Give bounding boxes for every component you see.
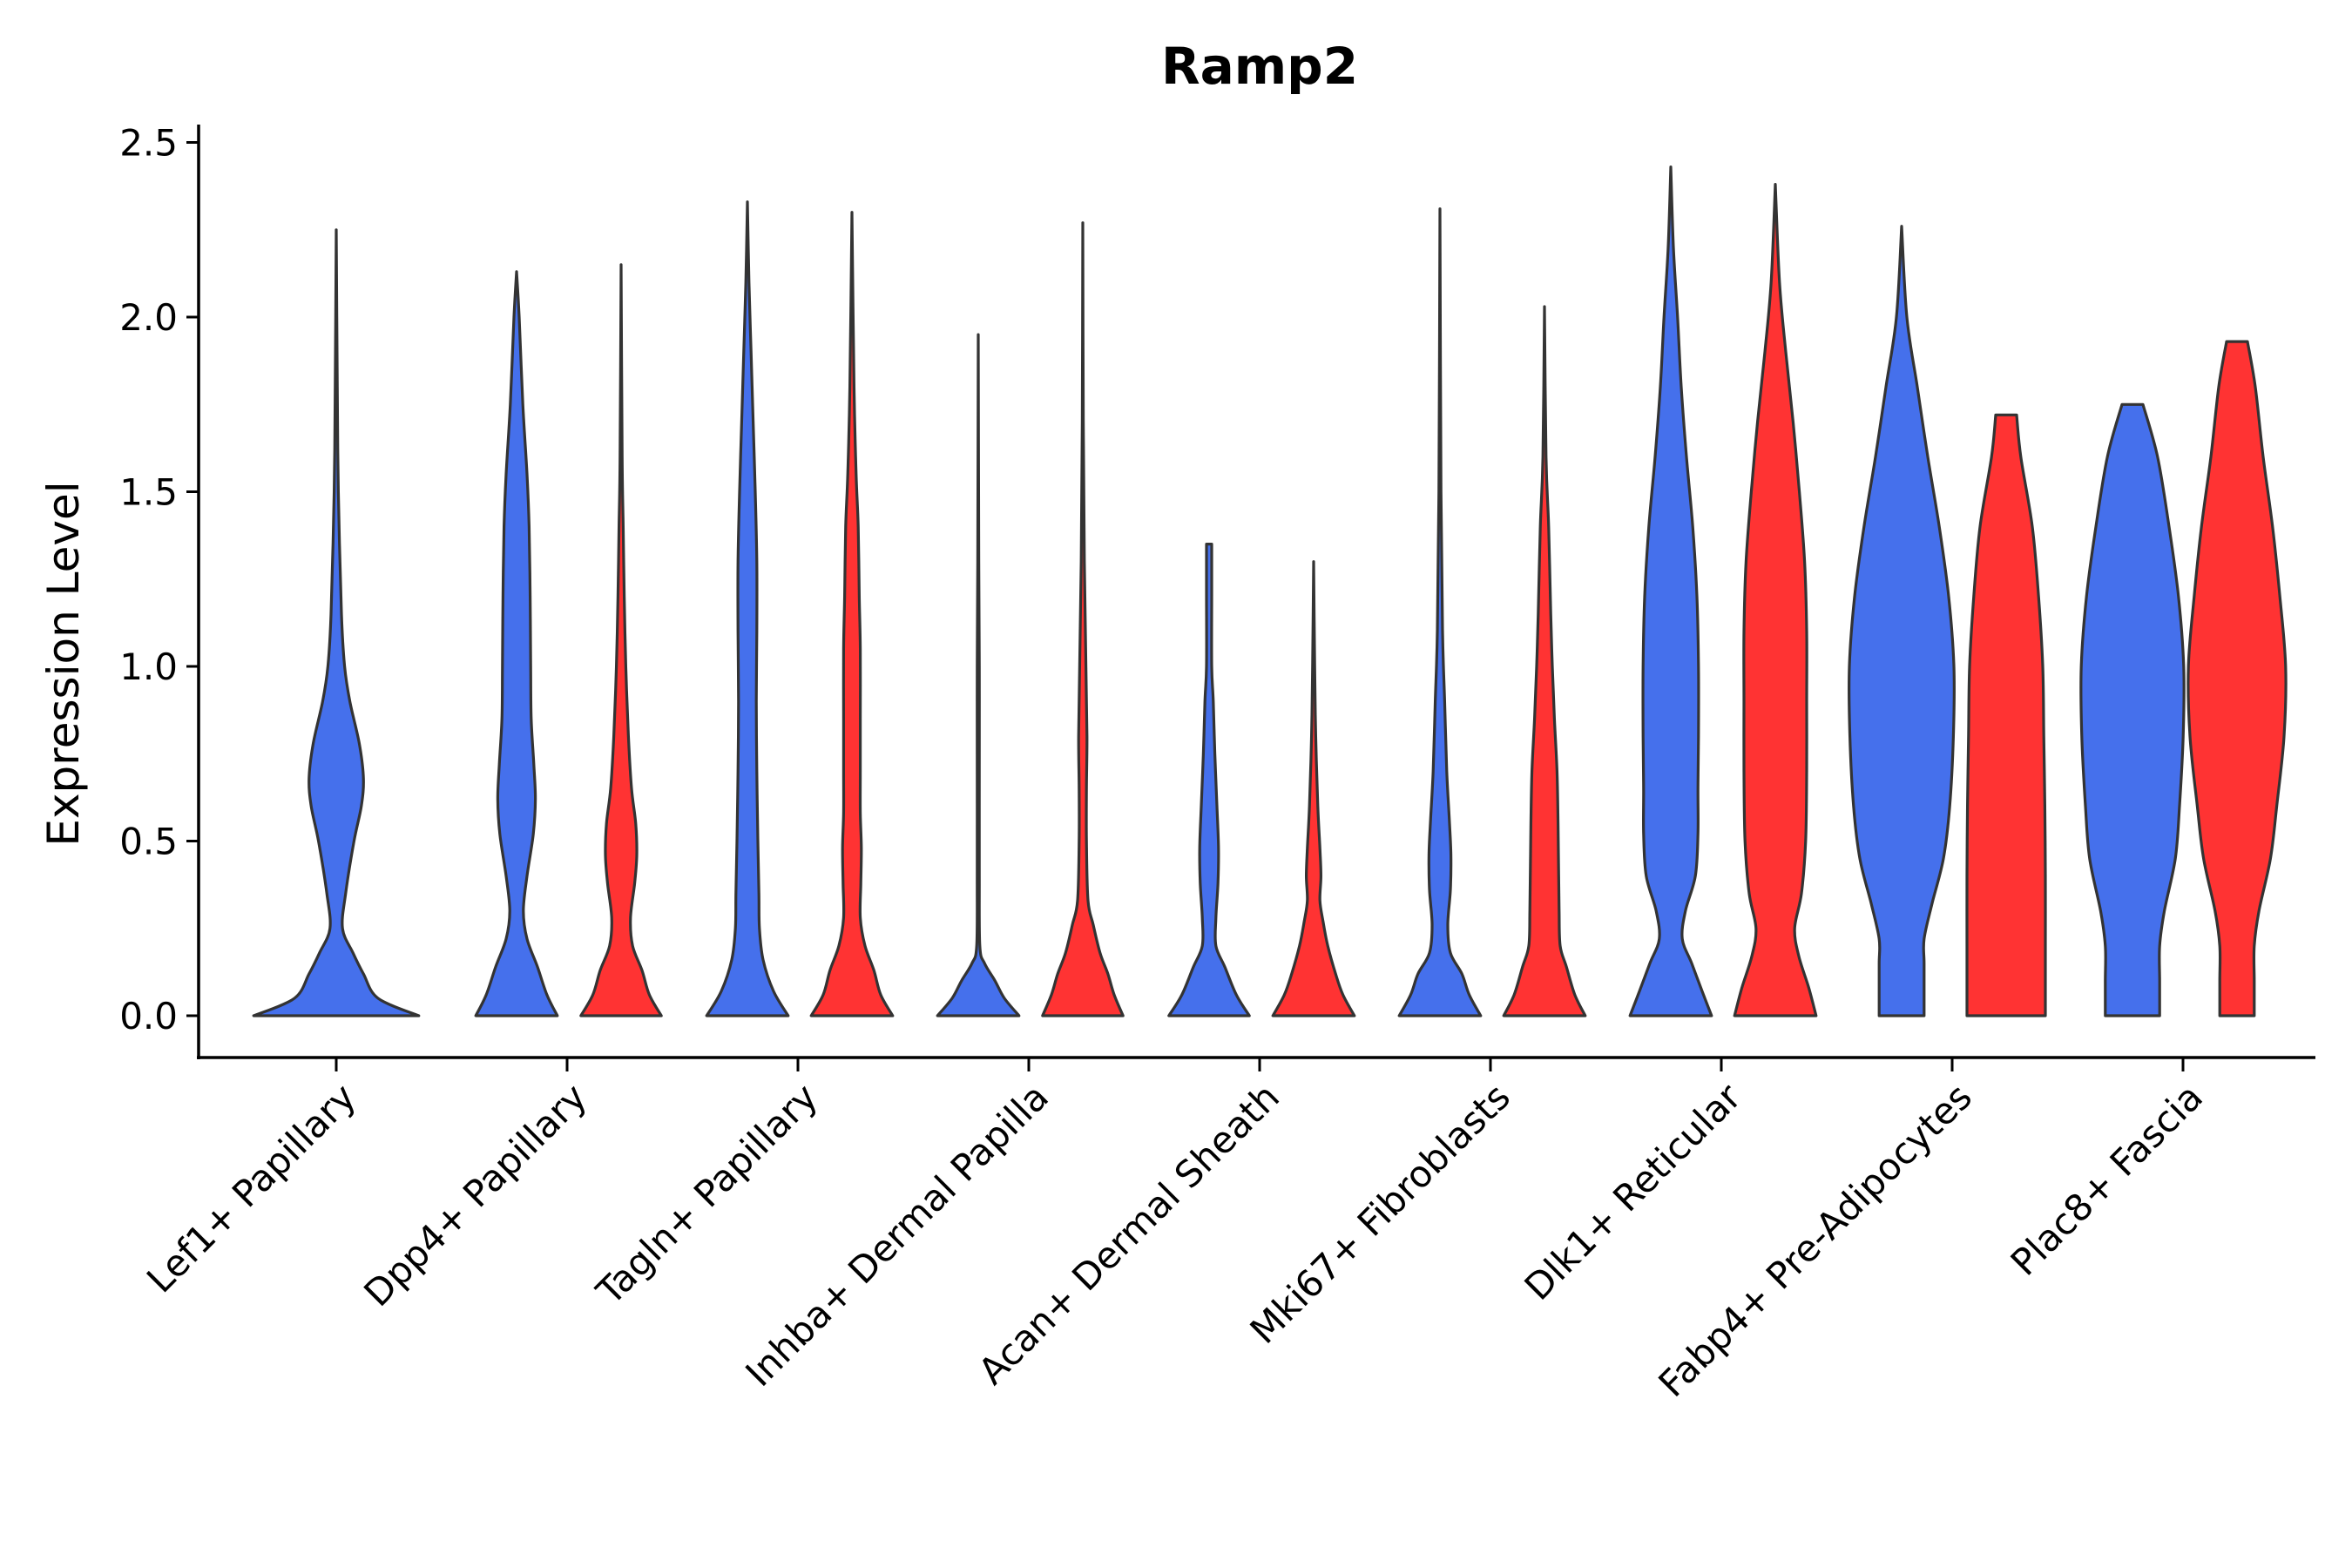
y-axis-ticks: 0.0 0.5 1.0 1.5 2.0 2.5 (119, 122, 199, 1037)
violin-layer (252, 166, 2288, 1017)
violin-left-7 (1847, 225, 1957, 1017)
violin-right-5 (1502, 305, 1587, 1017)
violin-right-2 (809, 211, 895, 1017)
violin-left-6 (1628, 166, 1713, 1017)
y-axis-title: Expression Level (38, 481, 89, 846)
violin-right-6 (1733, 183, 1818, 1017)
y-tick-label: 0.0 (119, 995, 178, 1037)
y-tick-label: 2.0 (119, 296, 178, 339)
x-tick-label: Plac8+ Fascia (2003, 1075, 2211, 1283)
y-tick-label: 0.5 (119, 821, 178, 863)
violin-right-7 (1965, 413, 2047, 1017)
violin-left-5 (1397, 207, 1483, 1017)
violin-left-4 (1167, 543, 1251, 1017)
x-tick-label: Dlk1+ Reticular (1517, 1075, 1750, 1308)
violin-left-2 (705, 200, 790, 1017)
x-tick-label: Lef1+ Papillary (139, 1075, 364, 1301)
violin-single-0 (252, 228, 421, 1017)
y-tick-label: 2.5 (119, 122, 178, 165)
y-tick-label: 1.5 (119, 471, 178, 514)
violin-left-8 (2079, 402, 2186, 1017)
violin-right-8 (2186, 340, 2288, 1017)
violin-right-3 (1041, 221, 1125, 1017)
violin-left-1 (474, 270, 559, 1017)
x-tick-label: Tagln+ Papillary (588, 1075, 826, 1313)
violin-right-4 (1271, 560, 1356, 1017)
violin-left-3 (936, 333, 1021, 1017)
chart-title: Ramp2 (1161, 37, 1358, 96)
x-tick-label: Mki67+ Fibroblasts (1242, 1075, 1518, 1351)
violin-right-1 (579, 263, 663, 1017)
y-tick-label: 1.0 (119, 645, 178, 688)
x-tick-label: Dpp4+ Papillary (355, 1075, 595, 1315)
